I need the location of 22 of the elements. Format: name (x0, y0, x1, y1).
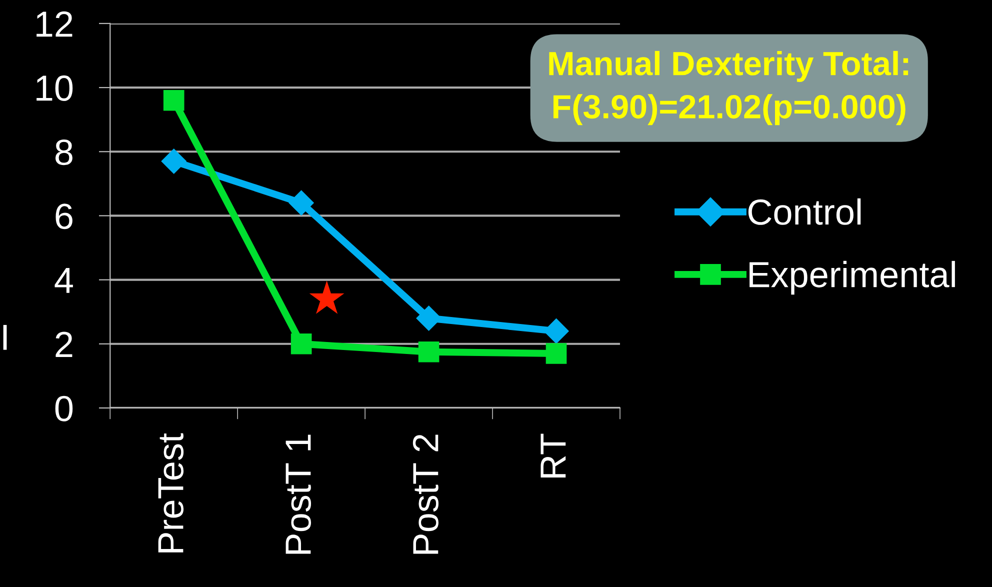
y-axis-title: I (3, 324, 7, 350)
annotation: Manual Dexterity Total: F(3.90)=21.02(p=0.000) (549, 50, 908, 126)
x-tick-label: PreTest (158, 433, 184, 552)
point (161, 148, 186, 174)
x-tick-label: PostT 1 (286, 434, 312, 554)
x-tick-label: PostT 2 (412, 434, 438, 554)
point (546, 343, 567, 364)
y-tick-label: 0 (55, 396, 73, 422)
point (418, 341, 440, 362)
x-tick-label: RT (540, 434, 566, 478)
y-tick-label: 8 (55, 140, 72, 166)
y-tick-label: 4 (54, 268, 73, 293)
y-tick-label: 12 (36, 11, 72, 37)
y-tick-label: 6 (56, 204, 72, 230)
point (163, 90, 184, 111)
y-tick-label: 2 (56, 332, 72, 357)
y-tick-label: 10 (36, 75, 73, 101)
legend-label: Experimental (750, 260, 955, 295)
point (416, 306, 442, 331)
point (290, 333, 312, 354)
legend-label: Control (748, 198, 861, 225)
point (288, 190, 314, 216)
